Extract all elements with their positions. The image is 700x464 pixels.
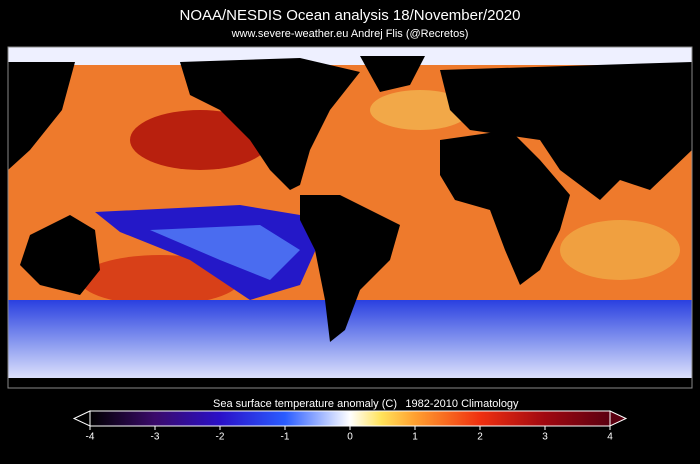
colorbar-label: Sea surface temperature anomaly (C) [213, 398, 397, 410]
cold-anomaly [150, 225, 300, 280]
colorbar-tick-label: 4 [607, 432, 613, 443]
warm-anomaly [370, 90, 470, 130]
warm-anomaly [80, 255, 240, 305]
colorbar [89, 410, 611, 427]
colorbar-tick-label: 3 [542, 432, 548, 443]
arctic [8, 47, 692, 65]
title: NOAA/NESDIS Ocean analysis 18/November/2… [180, 7, 521, 24]
colorbar-tick-label: -3 [151, 432, 160, 443]
colorbar-tick-label: 2 [477, 432, 483, 443]
colorbar-tick-label: 0 [347, 432, 353, 443]
climatology-label: 1982-2010 Climatology [405, 398, 519, 410]
land [8, 56, 692, 388]
colorbar-tick-label: -1 [281, 432, 290, 443]
subtitle: www.severe-weather.eu Andrej Flis (@Recr… [231, 28, 469, 40]
colorbar-max-arrow [609, 410, 628, 427]
warm-anomaly [560, 220, 680, 280]
colorbar-min-arrow [72, 410, 91, 427]
colorbar-tick-label: 1 [412, 432, 418, 443]
map [8, 47, 692, 388]
colorbar-tick-label: -2 [216, 432, 225, 443]
colorbar-tick-label: -4 [86, 432, 95, 443]
map-frame [7, 46, 693, 389]
